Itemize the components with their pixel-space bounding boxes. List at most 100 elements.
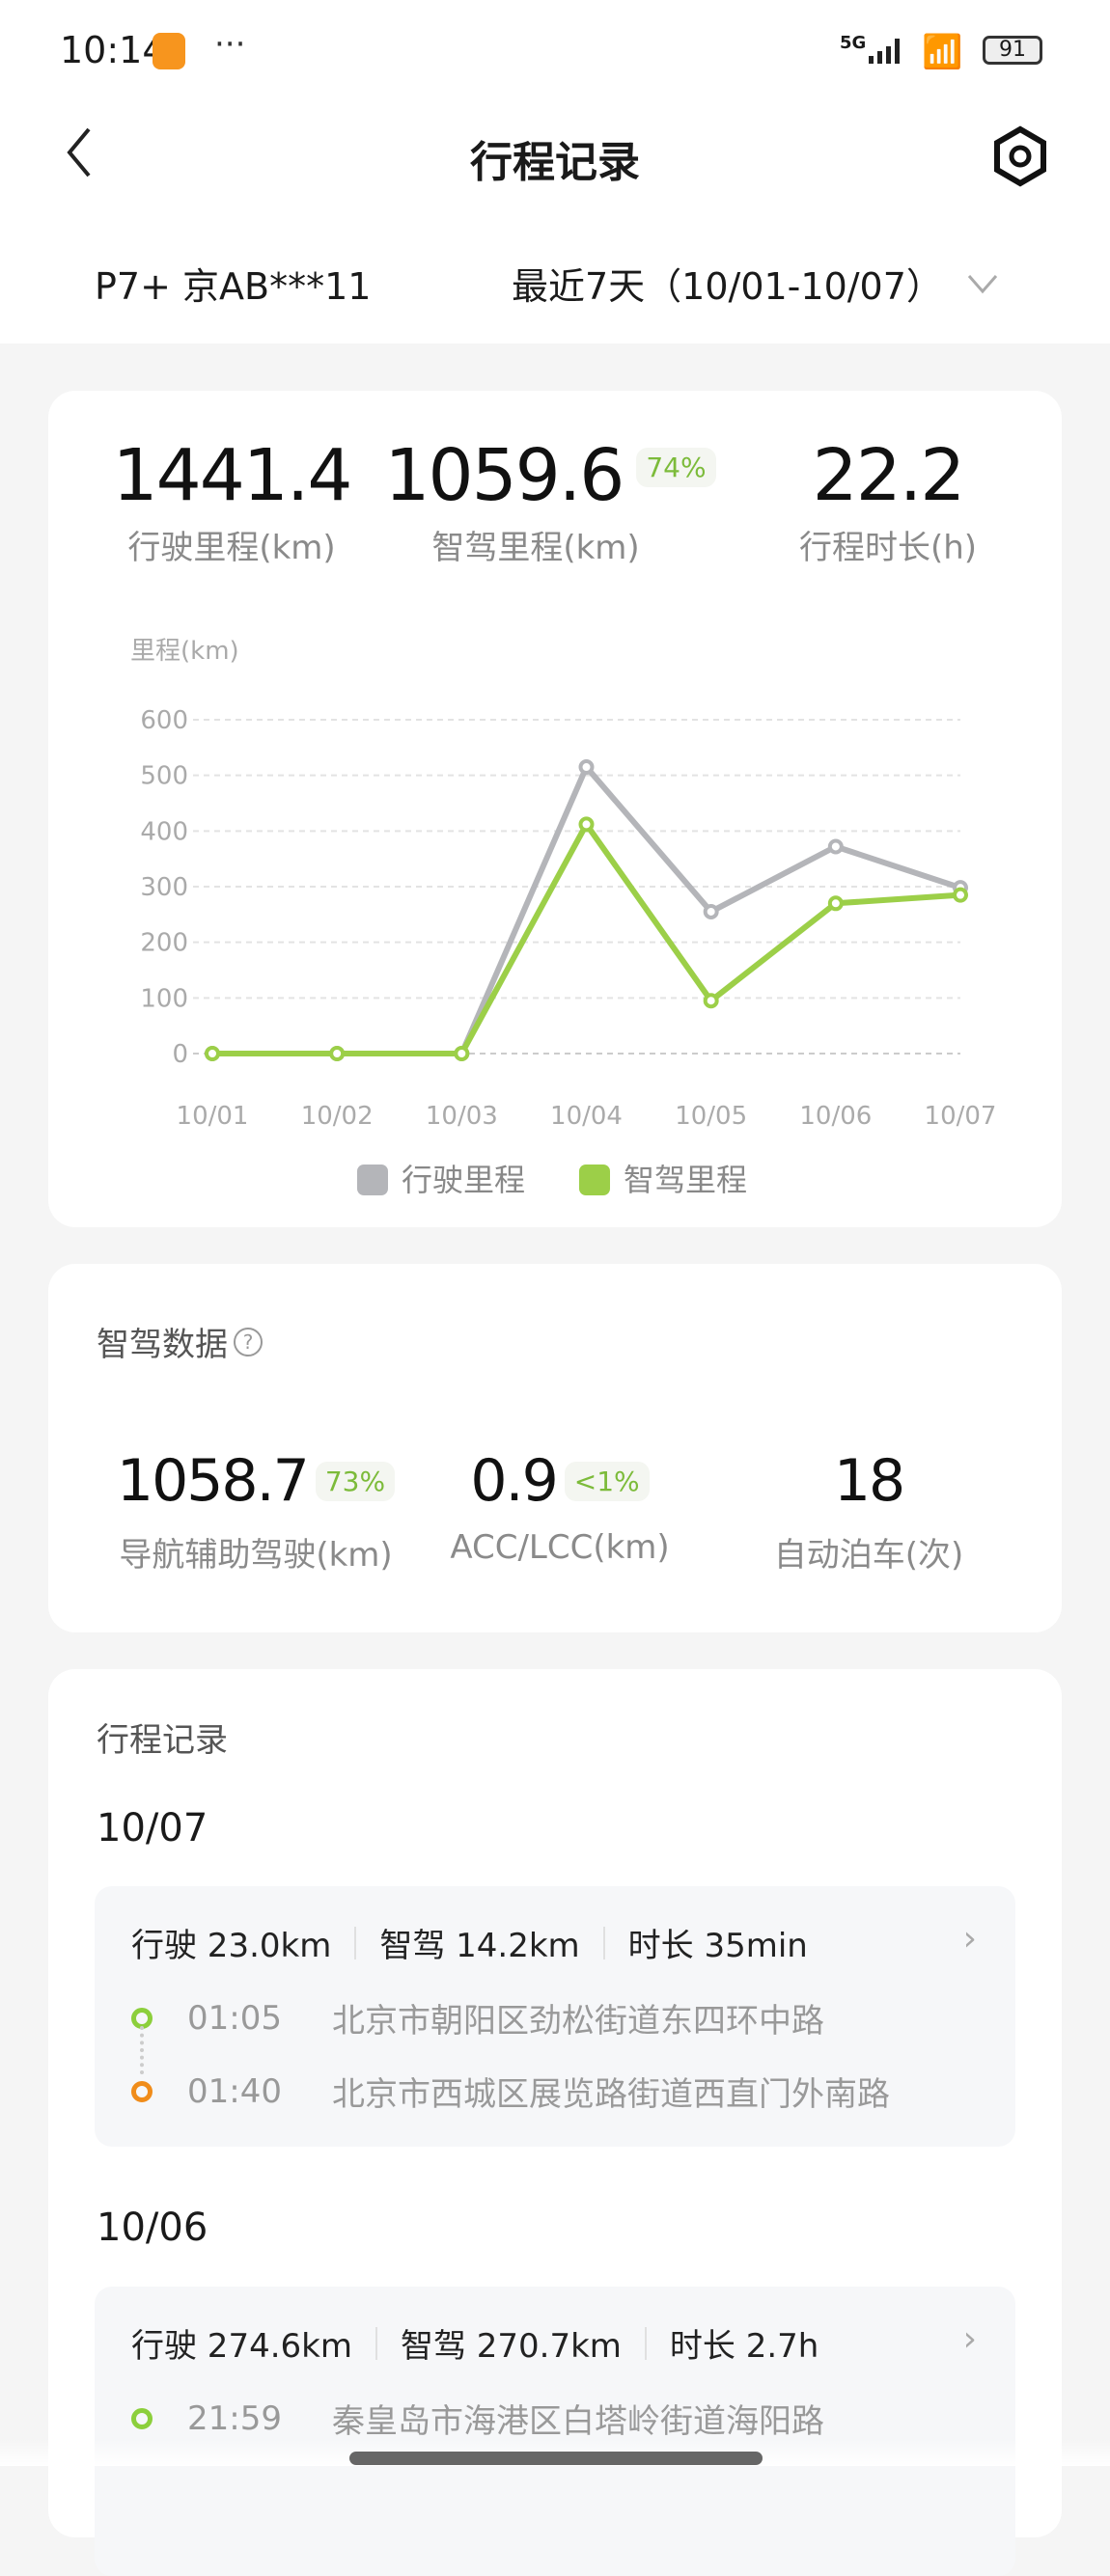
smart-stat-nav: 1058.7 73% 导航辅助驾驶(km) — [97, 1447, 415, 1576]
duration-label: 行程时长(h) — [798, 529, 978, 567]
data-point — [827, 838, 844, 855]
data-point — [578, 759, 595, 776]
auto-parking-value: 18 — [833, 1447, 905, 1515]
data-point — [703, 903, 719, 919]
trip-date: 10/06 — [97, 2206, 208, 2250]
trip-distance: 行驶 274.6km — [131, 2327, 352, 2366]
data-point — [454, 1046, 470, 1061]
duration-stat: 22.2 行程时长(h) — [763, 434, 1013, 568]
trip-start: 21:59 秦皇岛市海港区白塔岭街道海阳路 — [131, 2395, 824, 2442]
smart-stat-parking: 18 自动泊车(次) — [724, 1447, 1013, 1576]
summary-card: 1441.4 行驶里程(km) 1059.6 74% 智驾里程(km) 22.2… — [48, 391, 1062, 1227]
y-tick-label: 0 — [172, 1040, 188, 1069]
mileage-chart: 里程(km) 0 100 200 300 400 500 600 10/01 10/02 10/03… — [130, 637, 997, 1198]
total-distance-stat: 1441.4 行驶里程(km) — [87, 434, 376, 568]
chevron-down-icon — [967, 274, 998, 293]
page-title: 行程记录 — [470, 138, 640, 187]
hexagon-gear-icon — [994, 125, 1046, 187]
smart-distance-stat: 1059.6 74% 智驾里程(km) — [384, 434, 763, 568]
nav-assist-label: 导航辅助驾驶(km) — [119, 1536, 393, 1575]
smart-data-card: 智驾数据 ? 1058.7 73% 导航辅助驾驶(km) 0.9 <1% ACC/L… — [48, 1264, 1062, 1632]
x-tick-label: 10/04 — [550, 1102, 623, 1131]
trip-item[interactable]: 行驶 23.0km 智驾 14.2km 时长 35min › 01:05 北京市朝… — [95, 1886, 1015, 2147]
y-tick-label: 500 — [140, 762, 188, 791]
duration-value: 22.2 — [812, 434, 966, 517]
trips-title: 行程记录 — [97, 1721, 228, 1760]
start-place: 北京市朝阳区劲松街道东四环中路 — [332, 2002, 824, 2041]
trip-distance: 行驶 23.0km — [131, 1927, 332, 1965]
smart-stat-acc: 0.9 <1% ACC/LCC(km) — [425, 1447, 695, 1567]
route-connector — [140, 2026, 144, 2074]
x-tick-label: 10/06 — [799, 1102, 872, 1131]
legend-swatch — [579, 1165, 610, 1195]
signal-icon — [869, 39, 900, 64]
start-point-icon — [131, 2407, 153, 2429]
chevron-left-icon — [67, 127, 91, 178]
settings-button[interactable] — [989, 125, 1051, 191]
app-notification-icon — [153, 33, 185, 69]
y-tick-label: 100 — [140, 984, 188, 1013]
end-time: 01:40 — [187, 2071, 282, 2111]
series-line-2 — [212, 821, 961, 1056]
network-label: 5G — [840, 33, 867, 53]
trip-summary: 行驶 274.6km 智驾 270.7km 时长 2.7h — [131, 2319, 819, 2367]
trip-start: 01:05 北京市朝阳区劲松街道东四环中路 — [131, 1994, 824, 2042]
chevron-right-icon: › — [962, 2319, 977, 2359]
y-tick-label: 300 — [140, 873, 188, 902]
x-tick-label: 10/03 — [426, 1102, 498, 1131]
acc-lcc-label: ACC/LCC(km) — [450, 1528, 670, 1567]
date-range-selector[interactable]: 最近7天（10/01-10/07） — [512, 257, 999, 310]
start-time: 21:59 — [187, 2398, 282, 2438]
series-line-1 — [212, 764, 961, 1056]
wifi-icon: 📶 — [922, 33, 963, 71]
auto-parking-label: 自动泊车(次) — [773, 1536, 964, 1575]
y-axis-label: 里程(km) — [130, 637, 239, 666]
home-indicator[interactable] — [349, 2452, 763, 2465]
y-tick-label: 200 — [140, 929, 188, 958]
end-point-icon — [131, 2080, 153, 2102]
x-tick-label: 10/01 — [177, 1102, 249, 1131]
smart-data-title-text: 智驾数据 — [97, 1326, 228, 1364]
trip-duration: 时长 2.7h — [669, 2327, 819, 2366]
trip-date: 10/07 — [97, 1806, 208, 1850]
acc-lcc-badge: <1% — [564, 1461, 650, 1501]
start-place: 秦皇岛市海港区白塔岭街道海阳路 — [332, 2402, 824, 2441]
acc-lcc-value: 0.9 — [470, 1447, 558, 1515]
chevron-right-icon: › — [962, 1919, 977, 1959]
status-time: 10:14 — [60, 29, 166, 71]
data-point — [953, 887, 968, 903]
y-tick-label: 400 — [140, 817, 188, 846]
start-time: 01:05 — [187, 1998, 282, 2038]
data-point — [205, 1046, 220, 1061]
trip-smart-distance: 智驾 270.7km — [400, 2327, 622, 2366]
legend-label: 行驶里程 — [402, 1162, 525, 1198]
legend-label: 智驾里程 — [624, 1162, 747, 1198]
legend-swatch — [357, 1165, 388, 1195]
trip-end: 01:40 北京市西城区展览路街道西直门外南路 — [131, 2068, 890, 2115]
trip-smart-distance: 智驾 14.2km — [379, 1927, 580, 1965]
trip-duration: 时长 35min — [627, 1927, 808, 1965]
date-range-label: 最近7天（10/01-10/07） — [512, 265, 943, 308]
nav-assist-value: 1058.7 — [116, 1447, 310, 1515]
smart-data-title: 智驾数据 ? — [97, 1318, 263, 1365]
trip-item[interactable]: 行驶 274.6km 智驾 270.7km 时长 2.7h › 21:59 秦皇岛… — [95, 2287, 1015, 2576]
data-point — [578, 816, 595, 833]
nav-assist-badge: 73% — [315, 1461, 396, 1501]
data-point — [703, 993, 719, 1009]
y-tick-label: 600 — [140, 706, 188, 735]
smart-distance-label: 智驾里程(km) — [431, 529, 640, 567]
smart-distance-badge: 74% — [636, 448, 716, 487]
total-distance-label: 行驶里程(km) — [127, 529, 336, 567]
battery-icon: 91 — [983, 36, 1042, 65]
back-button[interactable] — [60, 123, 98, 181]
data-point — [329, 1046, 346, 1061]
data-point — [827, 895, 844, 912]
x-tick-label: 10/02 — [301, 1102, 374, 1131]
x-tick-label: 10/05 — [675, 1102, 747, 1131]
question-circle-icon[interactable]: ? — [234, 1327, 263, 1357]
smart-distance-value: 1059.6 — [384, 434, 624, 517]
end-place: 北京市西城区展览路街道西直门外南路 — [332, 2075, 890, 2114]
x-tick-label: 10/07 — [925, 1102, 997, 1131]
vehicle-selector[interactable]: P7+ 京AB***11 — [95, 265, 372, 308]
total-distance-value: 1441.4 — [112, 434, 353, 517]
